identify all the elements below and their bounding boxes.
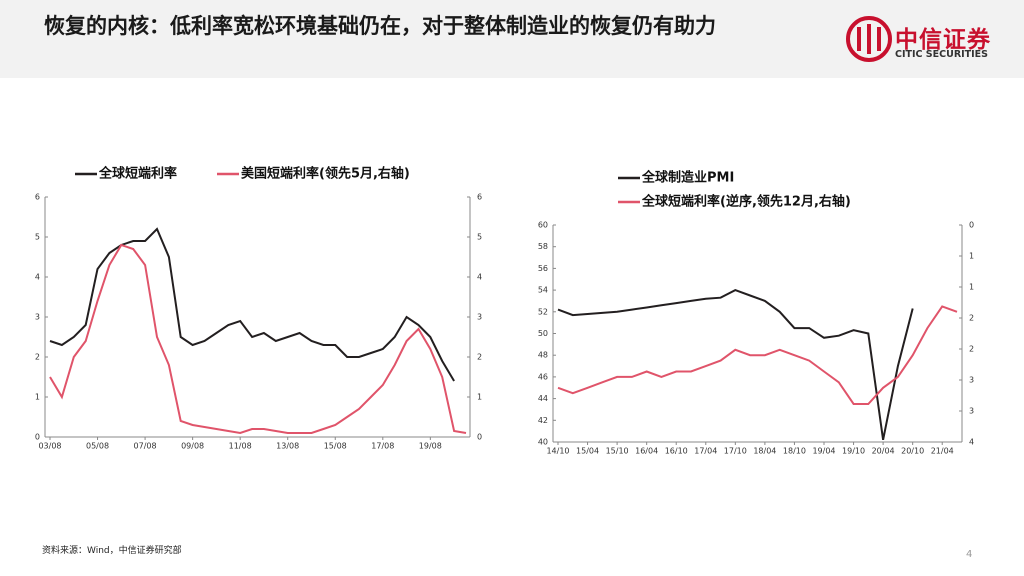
x-tick-label: 03/08 xyxy=(38,442,61,451)
x-tick-label: 19/10 xyxy=(842,447,865,456)
legend-label: 全球制造业PMI xyxy=(641,170,734,186)
x-tick-label: 16/10 xyxy=(665,447,688,456)
y-tick-label: 48 xyxy=(538,351,548,360)
page-number: 4 xyxy=(966,549,973,560)
x-tick-label: 18/04 xyxy=(753,447,776,456)
y2-tick-label: 5 xyxy=(477,233,482,242)
x-tick-label: 21/04 xyxy=(931,447,954,456)
legend-label: 全球短端利率 xyxy=(98,166,177,182)
y-tick-label: 4 xyxy=(35,273,40,282)
x-tick-label: 18/10 xyxy=(783,447,806,456)
y2-tick-label: 0 xyxy=(969,221,974,230)
y-tick-label: 54 xyxy=(538,286,548,295)
logo-name: 中信证券 xyxy=(895,27,991,53)
x-tick-label: 13/08 xyxy=(276,442,299,451)
slide-title: 恢复的内核：低利率宽松环境基础仍在，对于整体制造业的恢复仍有助力 xyxy=(44,14,716,38)
y2-tick-label: 1 xyxy=(969,251,974,260)
y-tick-label: 44 xyxy=(538,394,548,403)
legend-label: 全球短端利率(逆序,领先12月,右轴) xyxy=(641,194,851,210)
y-tick-label: 6 xyxy=(35,193,40,202)
series-line xyxy=(49,243,467,435)
x-tick-label: 19/08 xyxy=(419,442,442,451)
y-tick-label: 50 xyxy=(538,329,548,338)
x-tick-label: 11/08 xyxy=(229,442,252,451)
y-tick-label: 52 xyxy=(538,307,548,316)
y2-tick-label: 4 xyxy=(477,273,482,282)
x-tick-label: 15/10 xyxy=(606,447,629,456)
y2-tick-label: 4 xyxy=(969,438,974,447)
x-tick-label: 17/08 xyxy=(371,442,394,451)
y2-tick-label: 3 xyxy=(477,313,482,322)
y-tick-label: 58 xyxy=(538,242,548,251)
y2-tick-label: 6 xyxy=(477,193,482,202)
x-tick-label: 17/10 xyxy=(724,447,747,456)
x-tick-label: 19/04 xyxy=(812,447,835,456)
y-tick-label: 56 xyxy=(538,264,548,273)
x-tick-label: 15/08 xyxy=(324,442,347,451)
x-tick-label: 09/08 xyxy=(181,442,204,451)
y2-tick-label: 2 xyxy=(969,314,974,323)
x-tick-label: 20/04 xyxy=(872,447,895,456)
y-tick-label: 60 xyxy=(538,221,548,230)
y-tick-label: 1 xyxy=(35,393,40,402)
y2-tick-label: 2 xyxy=(477,353,482,362)
y-tick-label: 2 xyxy=(35,353,40,362)
logo-english: CITIC SECURITIES xyxy=(895,49,989,60)
series-line xyxy=(557,305,958,405)
y-tick-label: 5 xyxy=(35,233,40,242)
logo-emblem xyxy=(846,16,892,62)
source-note: 资料来源：Wind，中信证券研究部 xyxy=(42,546,182,556)
y-tick-label: 42 xyxy=(538,416,548,425)
x-tick-label: 07/08 xyxy=(134,442,157,451)
x-tick-label: 20/10 xyxy=(901,447,924,456)
x-tick-label: 14/10 xyxy=(546,447,569,456)
y-tick-label: 0 xyxy=(35,433,40,442)
series-line xyxy=(49,227,455,382)
y2-tick-label: 0 xyxy=(477,433,482,442)
header-bar xyxy=(0,0,1024,78)
y-tick-label: 46 xyxy=(538,372,548,381)
y2-tick-label: 1 xyxy=(477,393,482,402)
x-tick-label: 15/04 xyxy=(576,447,599,456)
y-tick-label: 40 xyxy=(538,438,548,447)
series-line xyxy=(557,289,914,440)
x-tick-label: 05/08 xyxy=(86,442,109,451)
y2-tick-label: 1 xyxy=(969,283,974,292)
y-tick-label: 3 xyxy=(35,313,40,322)
y2-tick-label: 2 xyxy=(969,344,974,353)
y2-tick-label: 3 xyxy=(969,375,974,384)
x-tick-label: 17/04 xyxy=(694,447,717,456)
x-tick-label: 16/04 xyxy=(635,447,658,456)
legend-label: 美国短端利率(领先5月,右轴) xyxy=(241,166,410,182)
y2-tick-label: 3 xyxy=(969,407,974,416)
